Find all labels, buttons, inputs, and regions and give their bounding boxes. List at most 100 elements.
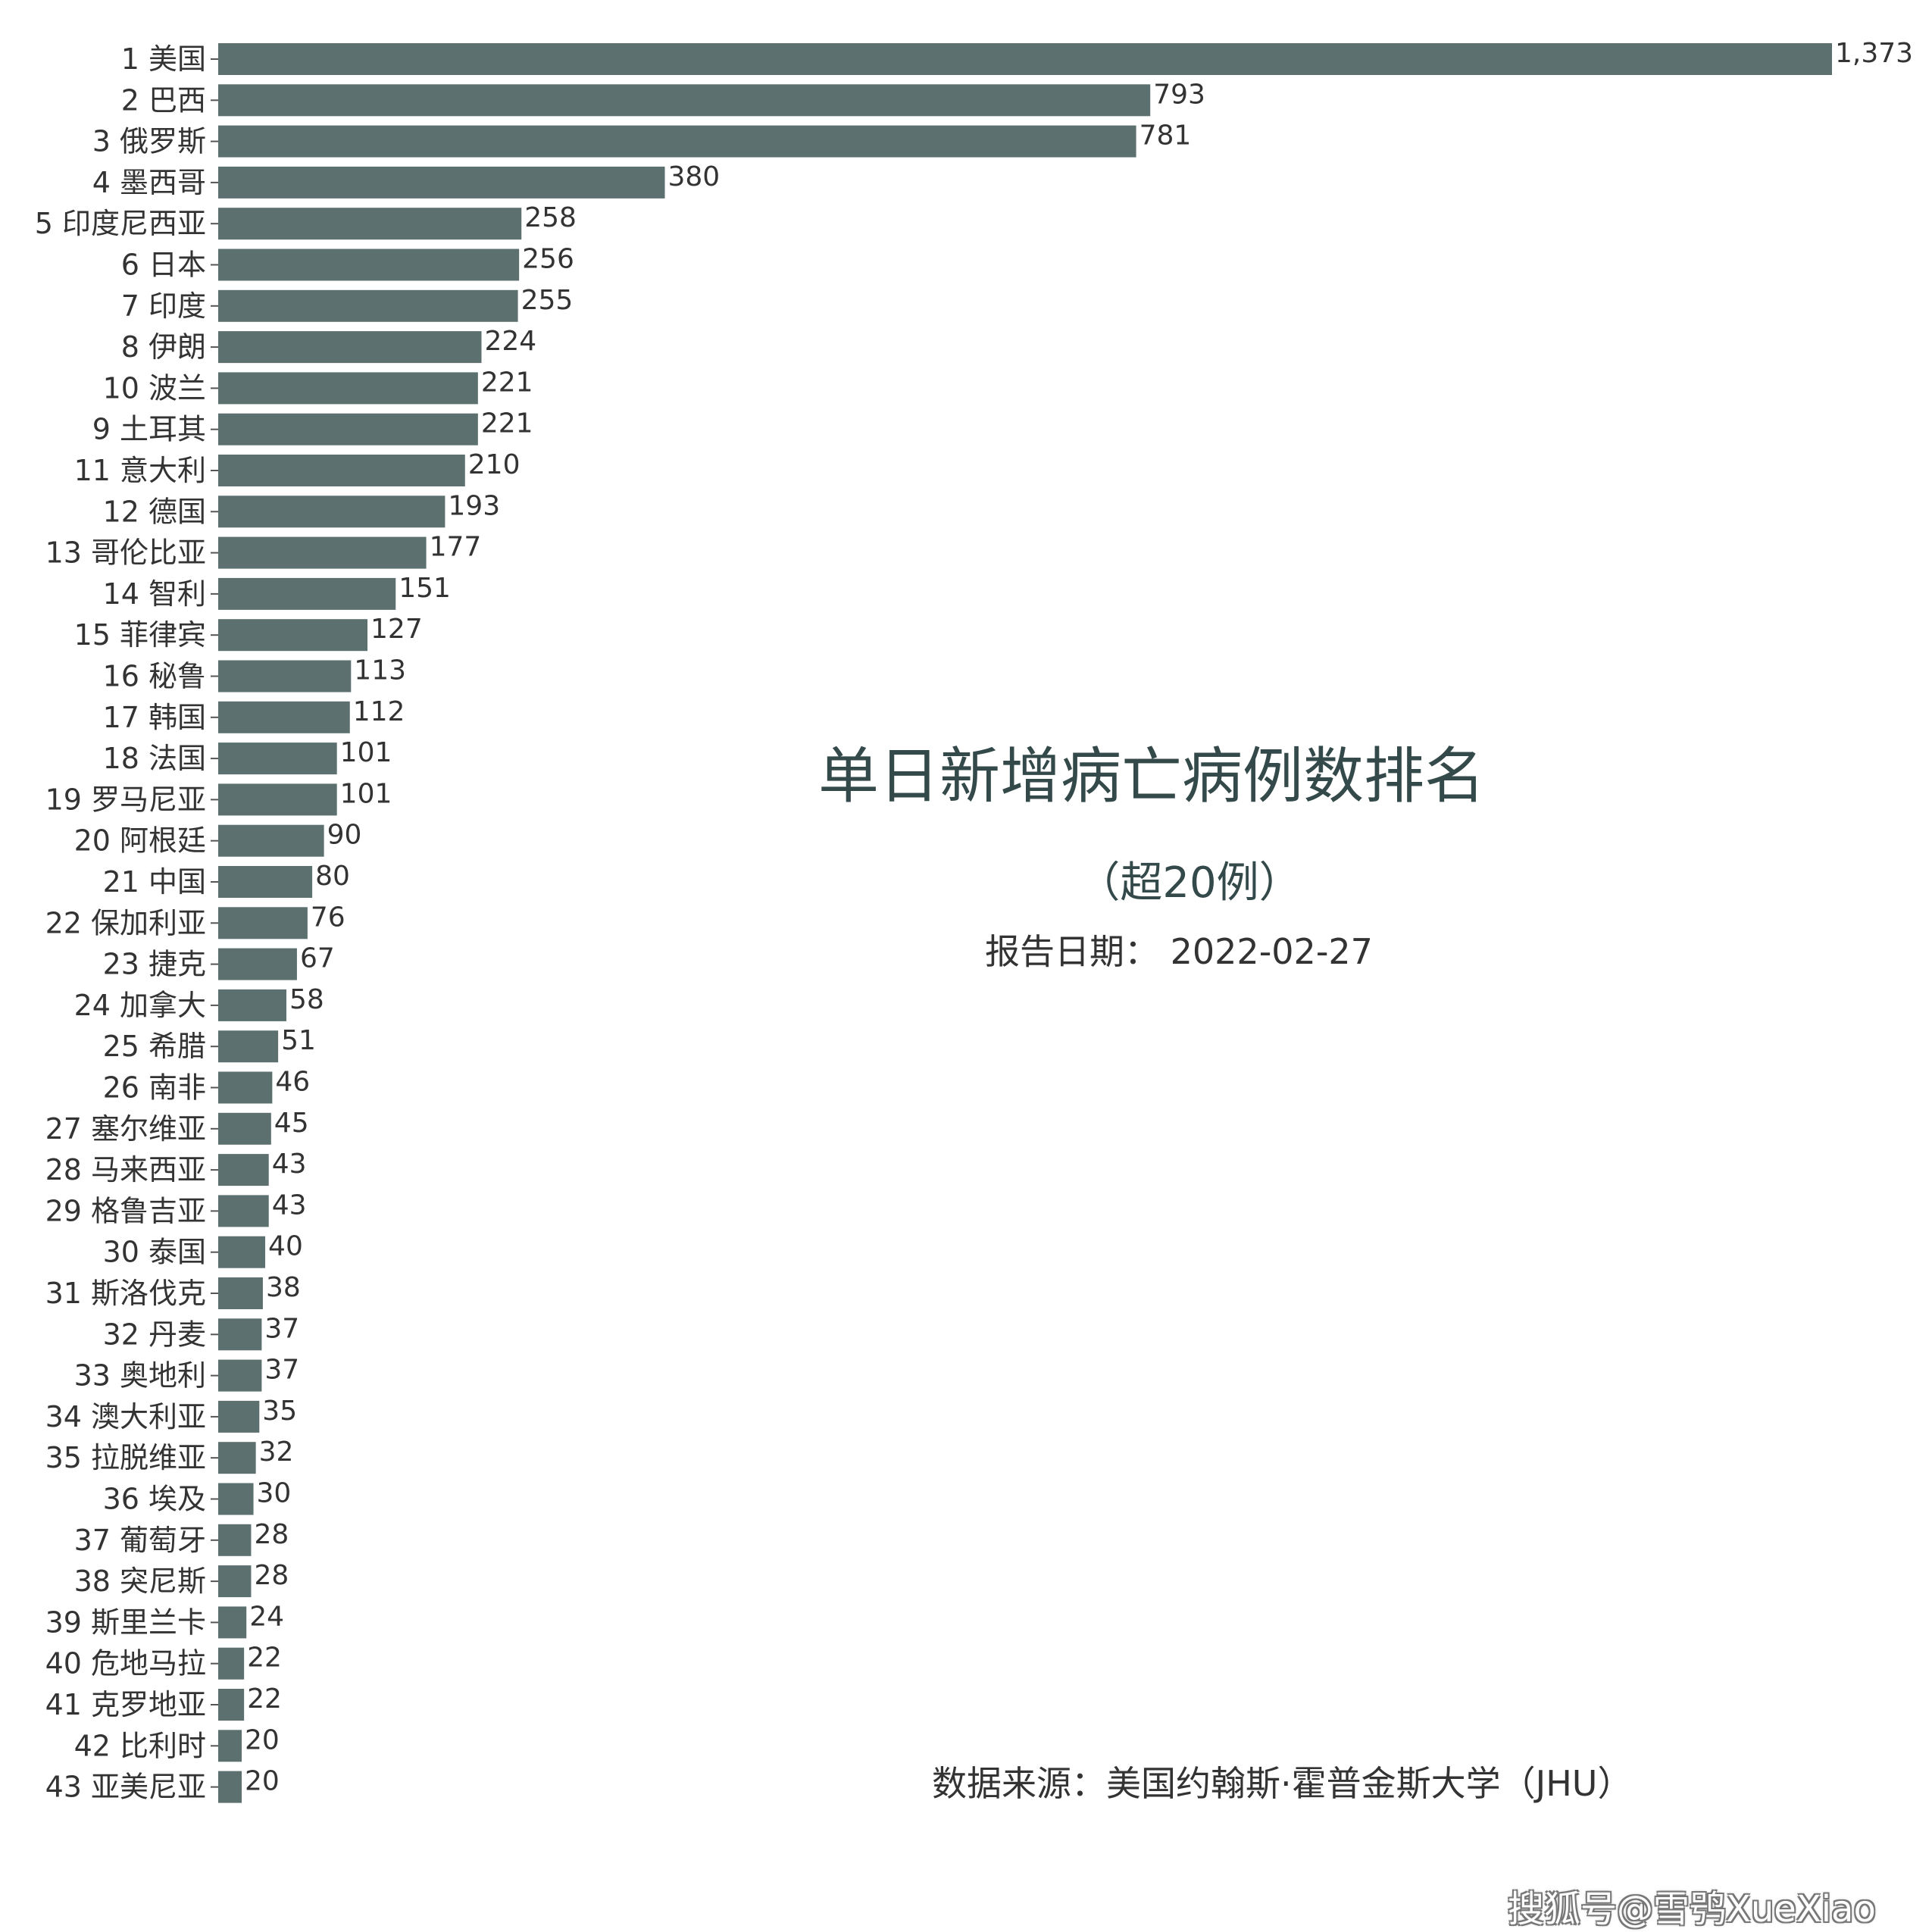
bar [218,331,482,364]
bar [218,907,308,939]
category-label: 8 伊朗 [121,330,206,364]
category-label: 40 危地马拉 [45,1647,206,1680]
bar [218,1359,262,1392]
category-label: 29 格鲁吉亚 [45,1194,206,1227]
category-label: 10 波兰 [103,371,206,405]
bar [218,372,478,405]
bar [218,84,1151,117]
bar [218,1565,252,1598]
category-label: 11 意大利 [74,454,206,487]
value-label: 210 [468,449,521,480]
bar [218,1195,269,1227]
value-label: 51 [281,1025,316,1056]
category-label: 24 加拿大 [74,989,206,1022]
value-label: 38 [266,1272,301,1303]
category-label: 42 比利时 [74,1729,206,1762]
value-label: 35 [262,1396,297,1427]
value-label: 43 [272,1149,307,1180]
category-label: 38 突尼斯 [74,1565,206,1598]
category-label: 2 巴西 [121,83,206,117]
bar [218,660,352,692]
value-label: 101 [340,778,392,809]
category-label: 1 美国 [121,42,206,76]
value-label: 177 [430,532,482,563]
category-label: 31 斯洛伐克 [45,1277,206,1310]
value-label: 221 [481,367,533,398]
bar [218,536,427,569]
bar [218,1400,260,1433]
category-label: 18 法国 [103,742,206,775]
value-label: 30 [257,1478,292,1509]
value-label: 40 [268,1231,303,1262]
category-label: 34 澳大利亚 [45,1400,206,1433]
category-label: 3 俄罗斯 [92,125,206,158]
category-label: 35 拉脱维亚 [45,1441,206,1474]
bar [218,208,522,240]
bar [218,1154,269,1186]
value-label: 22 [247,1683,282,1715]
category-label: 27 塞尔维亚 [45,1112,206,1146]
value-label: 151 [399,573,451,604]
category-label: 26 南非 [103,1071,206,1105]
value-label: 37 [264,1313,299,1344]
category-label: 4 墨西哥 [92,166,206,199]
bar [218,989,286,1021]
value-label: 32 [259,1436,294,1468]
value-label: 28 [254,1519,289,1550]
category-label: 20 阿根廷 [74,824,206,858]
bars-group [211,43,1832,1803]
category-label: 21 中国 [103,865,206,899]
value-label: 28 [254,1560,289,1591]
bar [218,1689,245,1721]
value-label: 113 [354,655,406,686]
bar [218,948,297,980]
chart-subtitle: （超20例） [1077,858,1302,908]
category-label: 6 日本 [121,249,206,282]
report-date: 报告日期： 2022-02-27 [985,931,1373,972]
category-label: 13 哥伦比亚 [45,536,206,570]
value-label: 781 [1140,120,1192,152]
bar [218,577,396,610]
category-label: 23 捷克 [103,948,206,981]
value-label: 46 [275,1067,310,1098]
bar [218,1071,273,1104]
bar [218,289,518,322]
value-label: 37 [264,1355,299,1386]
bar [218,824,324,857]
value-labels-group: 1,373 793 781 380 258 256 255 224 221 221 210 193 17… [245,38,1913,1797]
bar [218,413,478,445]
value-label: 101 [340,737,392,768]
bar [218,166,665,199]
bar [218,701,350,733]
category-label: 32 丹麦 [103,1318,206,1351]
bar [218,1771,242,1803]
watermark: 搜狐号@雪鸮XueXiao [1508,1888,1876,1930]
value-label: 256 [522,244,574,275]
chart-title: 单日新增病亡病例数排名 [818,741,1485,811]
bar [218,249,520,281]
category-label: 25 希腊 [103,1030,206,1063]
category-label: 33 奥地利 [74,1359,206,1393]
value-label: 1,373 [1835,38,1913,69]
data-source: 数据来源：美国约翰斯·霍普金斯大学（JHU） [932,1763,1633,1804]
value-label: 793 [1153,79,1205,110]
bar [218,1030,279,1063]
category-label: 16 秘鲁 [103,660,206,693]
bar [218,1442,256,1474]
category-label: 30 泰国 [103,1236,206,1269]
value-label: 58 [289,984,324,1015]
value-label: 24 [249,1601,284,1632]
category-label: 36 埃及 [103,1483,206,1516]
value-label: 45 [274,1108,309,1139]
category-label: 39 斯里兰卡 [45,1605,206,1639]
category-label: 37 葡萄牙 [74,1524,206,1557]
category-label: 5 印度尼西亚 [35,207,206,240]
category-label: 19 罗马尼亚 [45,783,206,816]
value-label: 20 [245,1724,280,1755]
value-label: 67 [300,943,335,974]
value-label: 255 [521,285,574,316]
bar [218,1112,271,1145]
bar [218,1318,262,1351]
value-label: 80 [315,861,350,892]
